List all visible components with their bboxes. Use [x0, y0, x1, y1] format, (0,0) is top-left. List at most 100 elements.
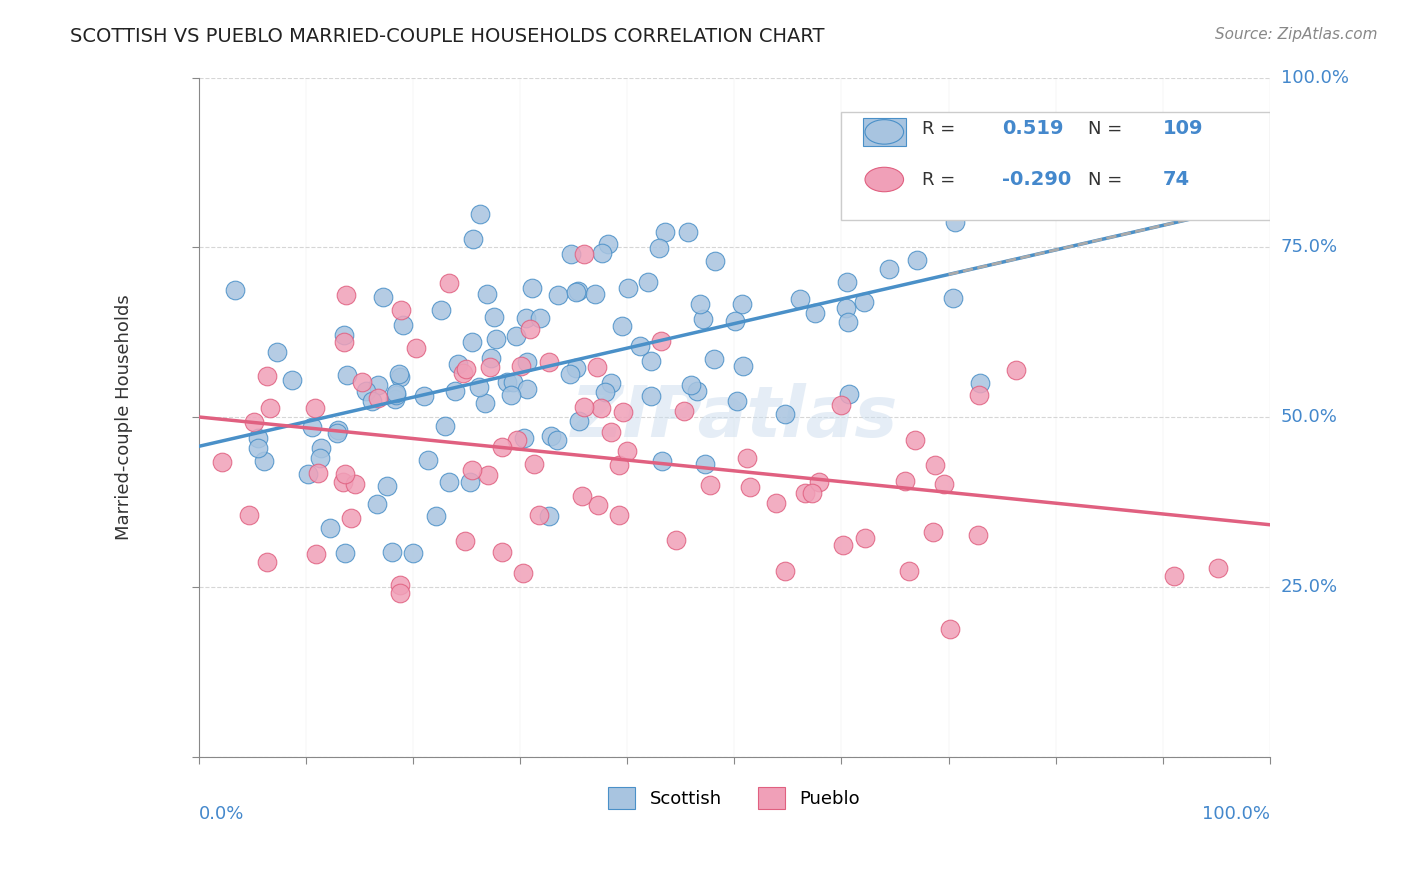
Point — [735, 450, 758, 465]
Point — [519, 322, 541, 336]
Point — [336, 368, 359, 382]
Point — [437, 276, 460, 290]
Point — [384, 385, 406, 400]
Point — [243, 416, 266, 430]
Point — [969, 376, 991, 390]
Point — [693, 458, 716, 472]
Point — [789, 292, 811, 306]
Point — [565, 285, 588, 299]
Point — [388, 367, 411, 381]
Point — [831, 538, 853, 552]
Point — [477, 467, 499, 482]
Point — [367, 391, 389, 405]
Point — [509, 359, 531, 374]
Point — [571, 489, 593, 503]
Point — [609, 458, 631, 472]
Point — [375, 479, 398, 493]
Text: R =: R = — [922, 170, 955, 188]
Point — [491, 440, 513, 454]
Point — [853, 294, 876, 309]
Text: 0.0%: 0.0% — [198, 805, 245, 823]
Point — [512, 566, 534, 580]
Point — [679, 378, 702, 392]
Point — [319, 521, 342, 535]
Point — [502, 375, 524, 389]
Point — [366, 496, 388, 510]
Point — [361, 394, 384, 409]
Point — [333, 546, 356, 560]
Point — [877, 262, 900, 277]
Point — [838, 387, 860, 401]
Point — [340, 511, 363, 525]
Point — [367, 378, 389, 392]
Point — [967, 528, 990, 542]
Point — [371, 290, 394, 304]
Point — [224, 283, 246, 297]
Point — [610, 319, 633, 334]
Text: 100.0%: 100.0% — [1281, 69, 1348, 87]
Point — [537, 355, 560, 369]
Point — [425, 508, 447, 523]
Point — [485, 332, 508, 346]
Point — [479, 351, 502, 366]
Point — [600, 376, 623, 390]
Point — [461, 231, 484, 245]
Point — [238, 508, 260, 523]
Point — [1163, 569, 1185, 583]
Point — [433, 418, 456, 433]
Point — [430, 303, 453, 318]
Point — [678, 225, 700, 239]
Point — [326, 423, 349, 437]
Point — [437, 475, 460, 489]
Point — [443, 384, 465, 398]
Point — [689, 297, 711, 311]
Point — [515, 383, 537, 397]
Point — [607, 508, 630, 522]
Point — [773, 407, 796, 421]
Point — [596, 236, 619, 251]
Text: Married-couple Households: Married-couple Households — [115, 294, 132, 541]
Text: 25.0%: 25.0% — [1281, 578, 1337, 597]
Point — [309, 441, 332, 455]
Point — [301, 420, 323, 434]
Point — [894, 474, 917, 488]
Point — [352, 375, 374, 389]
Point — [451, 367, 474, 381]
Point — [491, 545, 513, 559]
Point — [765, 496, 787, 510]
Point — [837, 275, 859, 289]
Point — [591, 245, 613, 260]
Point — [446, 357, 468, 371]
Point — [384, 392, 406, 407]
Text: SCOTTISH VS PUEBLO MARRIED-COUPLE HOUSEHOLDS CORRELATION CHART: SCOTTISH VS PUEBLO MARRIED-COUPLE HOUSEH… — [70, 27, 825, 45]
Point — [801, 486, 824, 500]
Point — [281, 373, 304, 387]
Point — [505, 329, 527, 343]
Point — [943, 215, 966, 229]
Point — [724, 313, 747, 327]
Point — [560, 247, 582, 261]
Text: 100.0%: 100.0% — [1202, 805, 1270, 823]
Point — [1211, 160, 1233, 174]
Text: -0.290: -0.290 — [1002, 170, 1071, 189]
Point — [1206, 561, 1229, 575]
Point — [256, 555, 278, 569]
Point — [654, 225, 676, 239]
Point — [308, 451, 330, 466]
Legend: Scottish, Pueblo: Scottish, Pueblo — [602, 780, 868, 816]
Point — [904, 433, 927, 447]
Point — [640, 354, 662, 368]
Point — [381, 545, 404, 559]
Point — [475, 287, 498, 301]
Point — [934, 477, 956, 491]
Point — [332, 475, 354, 490]
Point — [354, 384, 377, 398]
Point — [731, 296, 754, 310]
Point — [468, 207, 491, 221]
Point — [583, 286, 606, 301]
Point — [803, 306, 825, 320]
Point — [703, 352, 725, 367]
Point — [567, 284, 589, 298]
Point — [686, 384, 709, 398]
Point — [699, 478, 721, 492]
